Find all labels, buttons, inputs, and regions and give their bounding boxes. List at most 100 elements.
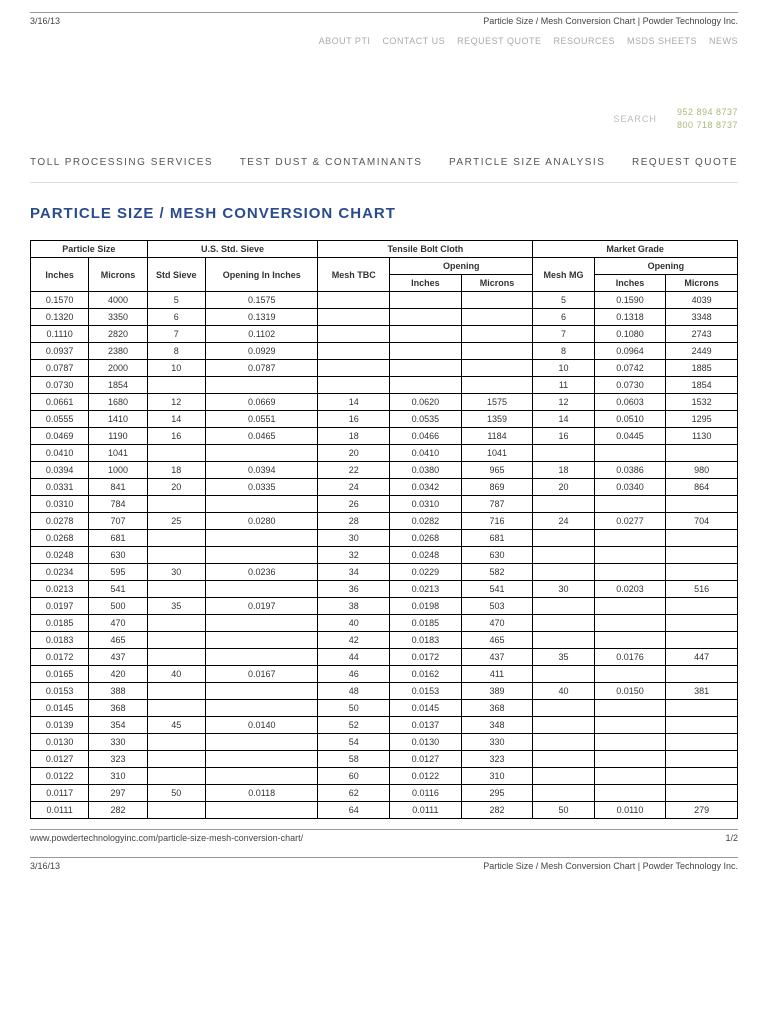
table-cell: 541 — [461, 581, 533, 598]
table-cell: 14 — [147, 411, 205, 428]
table-cell — [205, 649, 318, 666]
table-cell: 54 — [318, 734, 390, 751]
table-cell: 4000 — [89, 292, 147, 309]
table-cell — [666, 717, 738, 734]
table-cell — [390, 377, 462, 394]
util-nav-item[interactable]: REQUEST QUOTE — [457, 36, 541, 46]
table-cell: 330 — [89, 734, 147, 751]
table-cell — [533, 785, 594, 802]
table-cell: 0.0335 — [205, 479, 318, 496]
table-cell — [666, 496, 738, 513]
table-cell: 0.0410 — [390, 445, 462, 462]
main-nav-item[interactable]: TEST DUST & CONTAMINANTS — [240, 157, 423, 168]
table-cell — [666, 700, 738, 717]
util-nav-item[interactable]: NEWS — [709, 36, 738, 46]
table-cell — [533, 598, 594, 615]
table-cell: 0.0117 — [31, 785, 89, 802]
phone-1: 952 894 8737 — [677, 106, 738, 119]
util-nav-item[interactable]: ABOUT PTI — [319, 36, 371, 46]
table-row: 0.0165420400.0167460.0162411 — [31, 666, 738, 683]
table-cell: 282 — [461, 802, 533, 819]
main-nav-item[interactable]: PARTICLE SIZE ANALYSIS — [449, 157, 605, 168]
table-cell: 516 — [666, 581, 738, 598]
col-header: Inches — [390, 275, 462, 292]
table-cell: 310 — [461, 768, 533, 785]
table-cell: 1295 — [666, 411, 738, 428]
table-cell: 1680 — [89, 394, 147, 411]
table-cell: 420 — [89, 666, 147, 683]
table-cell: 40 — [533, 683, 594, 700]
table-cell: 0.0111 — [31, 802, 89, 819]
table-cell — [533, 768, 594, 785]
table-cell: 0.1570 — [31, 292, 89, 309]
table-cell: 22 — [318, 462, 390, 479]
table-cell — [205, 683, 318, 700]
table-cell: 0.0551 — [205, 411, 318, 428]
print-title-2: Particle Size / Mesh Conversion Chart | … — [483, 861, 738, 871]
table-cell: 28 — [318, 513, 390, 530]
main-nav-item[interactable]: REQUEST QUOTE — [632, 157, 738, 168]
table-cell: 388 — [89, 683, 147, 700]
table-cell: 0.0213 — [31, 581, 89, 598]
table-cell: 437 — [89, 649, 147, 666]
table-cell — [205, 445, 318, 462]
table-cell: 1410 — [89, 411, 147, 428]
table-row: 0.06611680120.0669140.06201575120.060315… — [31, 394, 738, 411]
print-title: Particle Size / Mesh Conversion Chart | … — [483, 16, 738, 26]
table-cell: 0.0787 — [31, 360, 89, 377]
util-nav-item[interactable]: RESOURCES — [553, 36, 615, 46]
table-cell: 297 — [89, 785, 147, 802]
table-cell — [318, 292, 390, 309]
table-cell — [318, 343, 390, 360]
table-cell: 582 — [461, 564, 533, 581]
table-cell: 18 — [533, 462, 594, 479]
table-cell: 465 — [89, 632, 147, 649]
table-cell: 0.0469 — [31, 428, 89, 445]
col-header: Inches — [31, 258, 89, 292]
table-cell: 1854 — [666, 377, 738, 394]
table-cell: 20 — [533, 479, 594, 496]
table-cell — [390, 326, 462, 343]
table-cell: 0.0122 — [390, 768, 462, 785]
table-cell — [147, 751, 205, 768]
table-cell: 0.0162 — [390, 666, 462, 683]
table-cell — [147, 734, 205, 751]
table-cell — [461, 292, 533, 309]
table-cell — [594, 530, 666, 547]
table-cell: 0.0197 — [31, 598, 89, 615]
table-cell: 465 — [461, 632, 533, 649]
table-cell: 0.0929 — [205, 343, 318, 360]
table-cell: 0.0937 — [31, 343, 89, 360]
util-nav-item[interactable]: CONTACT US — [382, 36, 445, 46]
col-header: Std Sieve — [147, 258, 205, 292]
table-cell: 0.0140 — [205, 717, 318, 734]
table-cell: 0.0730 — [594, 377, 666, 394]
table-cell: 0.0145 — [390, 700, 462, 717]
table-row: 0.04101041200.04101041 — [31, 445, 738, 462]
table-cell — [594, 496, 666, 513]
table-cell — [533, 717, 594, 734]
util-nav-item[interactable]: MSDS SHEETS — [627, 36, 697, 46]
table-cell: 20 — [318, 445, 390, 462]
table-cell — [594, 666, 666, 683]
table-cell: 0.0172 — [390, 649, 462, 666]
main-nav-item[interactable]: TOLL PROCESSING SERVICES — [30, 157, 213, 168]
table-cell: 0.1320 — [31, 309, 89, 326]
table-cell — [318, 360, 390, 377]
table-cell: 348 — [461, 717, 533, 734]
table-cell — [533, 751, 594, 768]
table-cell — [390, 309, 462, 326]
table-cell: 0.0510 — [594, 411, 666, 428]
table-cell: 0.1318 — [594, 309, 666, 326]
table-cell: 50 — [147, 785, 205, 802]
table-row: 0.1570400050.157550.15904039 — [31, 292, 738, 309]
table-cell: 323 — [89, 751, 147, 768]
table-cell: 0.1319 — [205, 309, 318, 326]
table-cell: 0.0183 — [390, 632, 462, 649]
search-label[interactable]: SEARCH — [613, 114, 657, 124]
col-header: Inches — [594, 275, 666, 292]
group-header: U.S. Std. Sieve — [147, 241, 318, 258]
table-row: 0.0937238080.092980.09642449 — [31, 343, 738, 360]
table-cell: 0.1575 — [205, 292, 318, 309]
table-cell: 12 — [533, 394, 594, 411]
